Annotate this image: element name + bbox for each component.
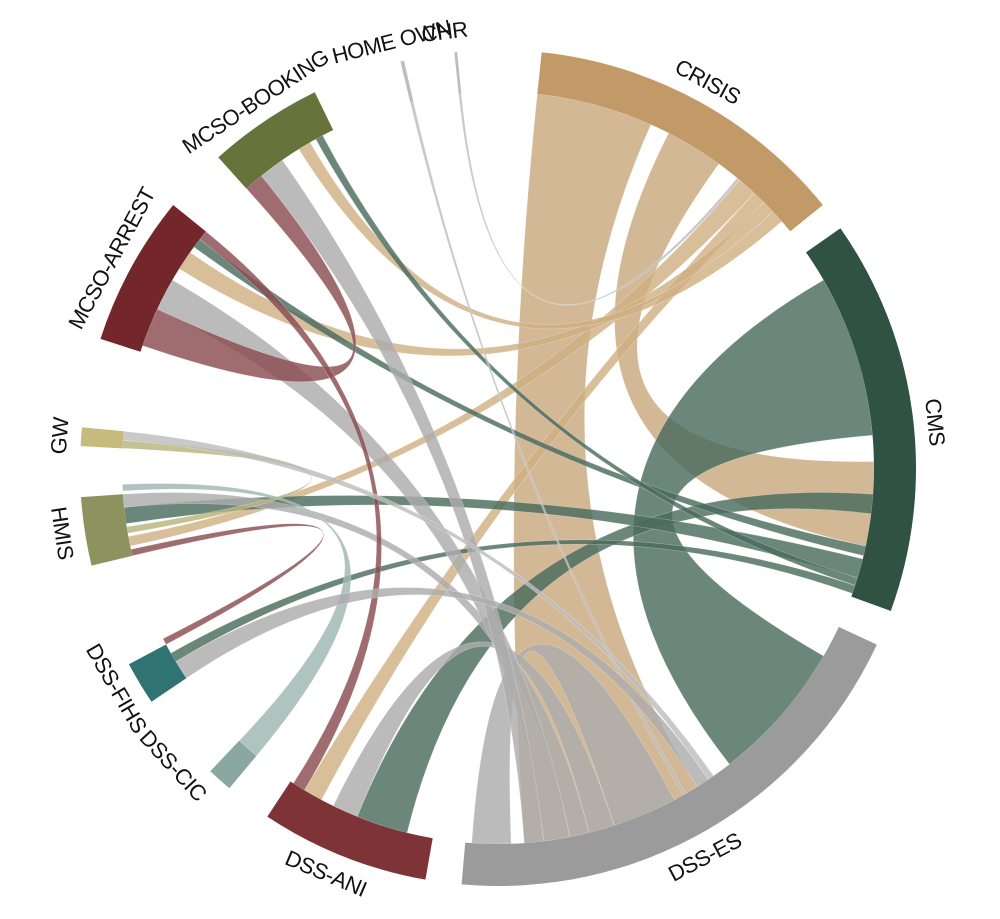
segment-arc-dss-fihs <box>128 644 187 702</box>
ribbon-gw-dss_es <box>122 430 715 781</box>
segment-arc-gw <box>80 427 124 449</box>
ribbon-cms-mcso_arrest <box>193 238 867 557</box>
ribbon-dss_es-dss_ani <box>332 641 615 834</box>
ribbon-hmis-dss_fihs <box>130 523 324 645</box>
segment-label-chr: CHR <box>420 17 469 47</box>
segment-arc-cms <box>806 228 916 611</box>
segment-label-hmis: HMIS <box>46 505 79 561</box>
segment-label-cms: CMS <box>920 397 950 447</box>
segment-arc-layer <box>80 51 916 886</box>
segment-arc-dss-es <box>461 626 877 886</box>
ribbon-dss_es-mcso_booking <box>260 159 545 844</box>
segment-arc-chr <box>454 51 462 95</box>
ribbon-cms-dss_es <box>633 279 873 765</box>
segment-label-gw: GW <box>46 416 74 455</box>
ribbon-dss_es-self <box>471 643 675 845</box>
segment-arc-mcso-booking <box>218 92 334 189</box>
ribbon-crisis-dss_ani <box>303 192 765 801</box>
ribbon-dss_fihs-dss_es <box>175 587 709 788</box>
ribbon-layer <box>122 93 875 845</box>
segment-arc-home-own <box>400 60 414 103</box>
segment-arc-dss-ani <box>267 781 433 880</box>
ribbon-crisis-mcso_arrest <box>178 201 774 357</box>
ribbon-cms-mcso_booking <box>315 134 858 586</box>
segment-arc-dss-cic <box>210 740 257 789</box>
segment-arc-mcso-arrest <box>100 204 206 352</box>
segment-arc-crisis <box>537 52 823 232</box>
ribbon-dss_cic-hmis <box>122 483 352 757</box>
segment-arc-hmis <box>81 494 133 566</box>
segment-label-dss-cic: DSS-CIC <box>135 725 213 806</box>
ribbon-crisis-hmis <box>127 179 755 547</box>
segment-label-dss-fihs: DSS-FIHS <box>81 639 152 737</box>
ribbon-cms-dss_ani <box>356 492 874 834</box>
